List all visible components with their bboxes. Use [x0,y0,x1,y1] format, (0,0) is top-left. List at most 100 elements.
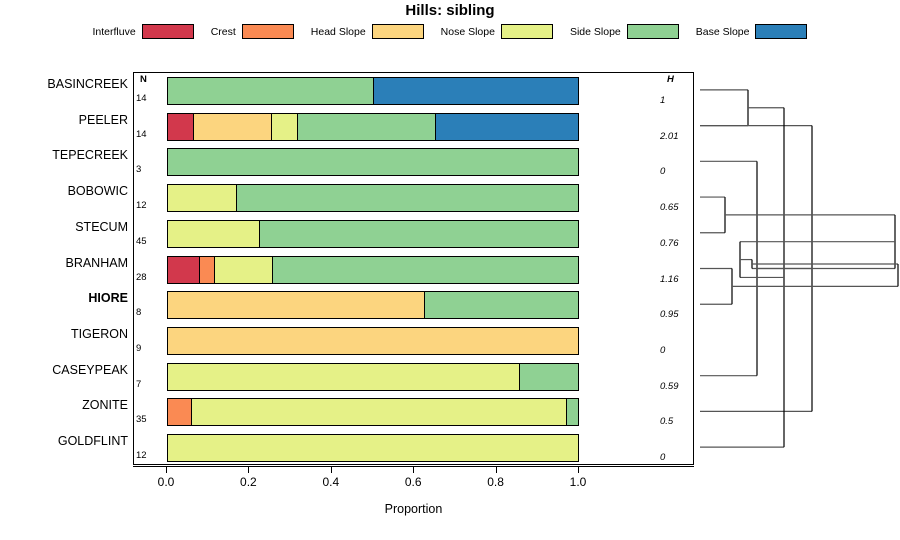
y-axis-label: BOBOWIC [67,184,128,199]
stacked-bar [167,326,579,355]
y-axis-label: STECUM [75,219,128,234]
h-column-header: H [667,74,674,85]
bar-segment [168,435,578,462]
bar-segment [168,113,195,140]
legend: Interfluve Crest Head Slope Nose Slope Side … [0,24,900,39]
h-value: 0 [660,166,666,178]
h-value: 0.65 [660,202,679,214]
x-axis-tick [248,466,250,473]
x-axis-tick-label: 1.0 [569,475,587,489]
legend-label: Nose Slope [440,25,495,38]
bar-segment [271,113,298,140]
y-axis-label: BASINCREEK [47,76,128,91]
h-value: 0.5 [660,416,674,428]
legend-swatch [755,24,808,39]
y-axis-label: CASEYPEAK [52,362,128,377]
stacked-bar [167,148,579,177]
h-value: 1 [660,94,666,106]
bar-segment [272,256,579,283]
bar-segment [199,256,215,283]
legend-swatch [626,24,679,39]
h-value: 0 [660,452,666,464]
bar-segment [297,113,436,140]
x-axis-tick-label: 0.4 [322,475,340,489]
bar-segment [168,399,193,426]
n-value: 14 [136,128,147,140]
stacked-bar [167,434,579,463]
x-axis-tick-label: 0.0 [157,475,175,489]
bar-segment [168,149,578,176]
bar-segment [168,327,578,354]
legend-swatch [500,24,553,39]
stacked-bar [167,76,579,105]
bar-segment [519,363,578,390]
n-value: 35 [136,414,147,426]
y-axis-label: TEPECREEK [52,148,128,163]
bar-segment [168,256,200,283]
legend-label: Base Slope [695,25,750,38]
bar-segment [373,77,578,104]
h-value: 0.59 [660,380,679,392]
legend-item: Side Slope [570,24,679,39]
stacked-bar [167,398,579,427]
n-value: 9 [136,342,142,354]
legend-item: Crest [211,24,294,39]
y-axis-label: BRANHAM [65,255,128,270]
h-value: 2.01 [660,130,679,142]
stacked-bar [167,362,579,391]
n-value: 45 [136,235,147,247]
legend-label: Side Slope [569,25,621,38]
y-axis-label: GOLDFLINT [57,434,128,449]
bar-segment [194,113,272,140]
y-axis-label: ZONITE [82,398,128,413]
x-axis-tick [495,466,497,473]
n-value: 12 [136,200,147,212]
legend-swatch [141,24,194,39]
n-column-header: N [140,74,147,85]
bar-segment [168,185,238,212]
x-axis-tick [330,466,332,473]
bar-segment [237,185,578,212]
legend-swatch [241,24,294,39]
bar-segment [424,292,578,319]
bar-segment [168,77,374,104]
bar-segment [168,363,520,390]
bar-segment [566,399,578,426]
stacked-bar [167,255,579,284]
plot-panel [133,72,694,465]
legend-item: Interfluve [93,24,194,39]
stacked-bar [167,219,579,248]
bar-segment [214,256,273,283]
bar-segment [168,292,425,319]
bar-segment [192,399,567,426]
legend-label: Crest [210,25,236,38]
x-axis-tick [578,466,579,473]
n-value: 14 [136,92,147,104]
n-value: 12 [136,450,147,462]
stacked-bar [167,291,579,320]
legend-label: Head Slope [310,25,366,38]
y-axis-label: TIGERON [71,326,128,341]
y-axis-label: HIORE [88,291,128,306]
n-value: 28 [136,271,147,283]
x-axis-title: Proportion [384,502,443,516]
legend-item: Nose Slope [441,24,553,39]
legend-item: Base Slope [696,24,808,39]
bar-segment [259,220,578,247]
n-value: 3 [136,164,142,176]
h-value: 1.16 [660,273,679,285]
x-axis-tick-label: 0.2 [240,475,257,489]
chart-title: Hills: sibling [405,2,495,19]
dendrogram [700,89,899,448]
x-axis-tick [166,466,167,473]
stacked-bar [167,184,579,213]
legend-item: Head Slope [311,24,424,39]
n-value: 7 [136,378,142,390]
bar-segment [168,220,260,247]
y-axis-label: PEELER [78,112,128,127]
x-axis-tick-label: 0.8 [487,475,504,489]
stacked-bar [167,112,579,141]
x-axis-tick [413,466,415,473]
h-value: 0.76 [660,237,679,249]
